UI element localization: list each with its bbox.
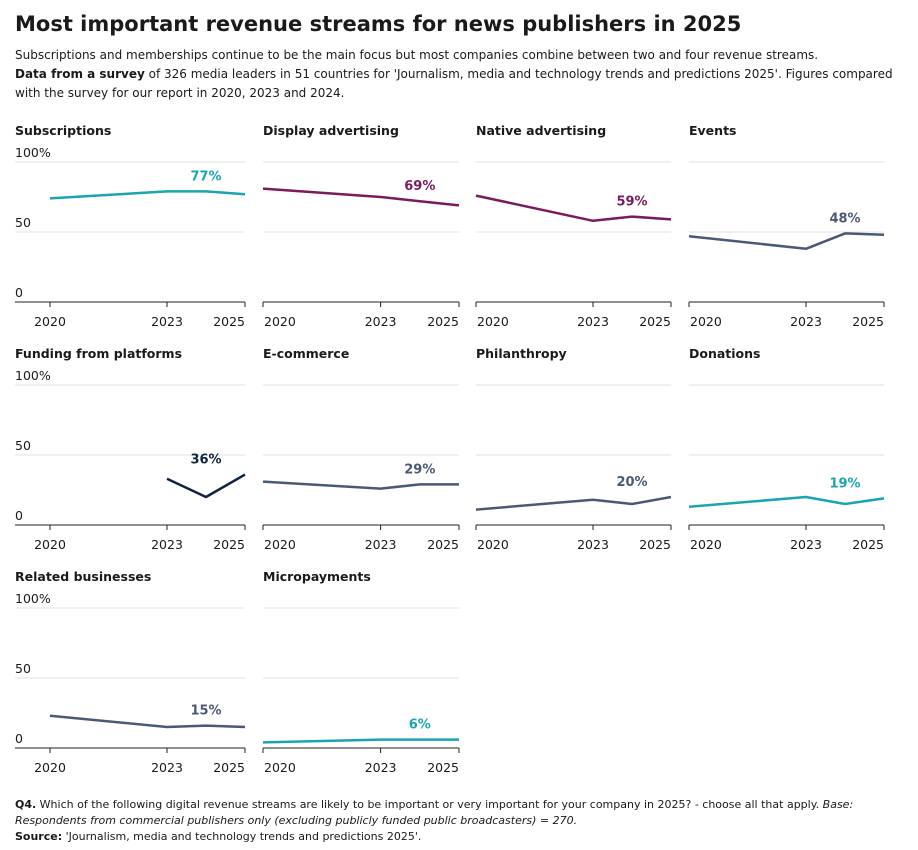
line [49, 190, 246, 200]
value-label: 59% [616, 195, 647, 210]
x-tick-label: 2025 [427, 314, 459, 329]
x-tick-label: 2023 [790, 314, 822, 329]
note: Data from a survey of 326 media leaders … [15, 65, 905, 103]
value-label: 6% [409, 718, 431, 733]
line [262, 480, 459, 490]
y-tick-label: 50 [15, 438, 31, 453]
source-text: 'Journalism, media and technology trends… [62, 830, 422, 843]
panel-title: Funding from platforms [15, 346, 182, 361]
line [166, 473, 246, 499]
question-text: Which of the following digital revenue s… [36, 798, 823, 811]
panel-title: Micropayments [263, 569, 371, 584]
x-tick-label: 2020 [34, 760, 66, 775]
x-tick-label: 2020 [264, 314, 296, 329]
line [262, 738, 459, 744]
y-tick-label: 0 [15, 508, 23, 523]
question-label: Q4. [15, 798, 37, 811]
line [262, 187, 460, 207]
y-tick-label: 50 [15, 661, 31, 676]
panel-title: Events [689, 123, 736, 138]
y-tick-label: 100% [15, 591, 51, 606]
x-tick-label: 2025 [852, 537, 884, 552]
line [688, 232, 885, 251]
header: Most important revenue streams for news … [15, 12, 905, 103]
x-tick-label: 2025 [639, 537, 671, 552]
x-tick-label: 2025 [852, 314, 884, 329]
value-label: 15% [190, 704, 221, 719]
line [49, 714, 246, 729]
x-tick-label: 2023 [577, 537, 609, 552]
source-label: Source: [15, 830, 63, 843]
x-tick-label: 2025 [213, 760, 245, 775]
x-tick-label: 2020 [264, 760, 296, 775]
line [475, 194, 672, 223]
x-tick-label: 2020 [690, 537, 722, 552]
panel-title: Subscriptions [15, 123, 111, 138]
x-tick-label: 2025 [213, 314, 245, 329]
panel-title: Related businesses [15, 569, 151, 584]
x-tick-label: 2023 [365, 760, 397, 775]
y-tick-label: 0 [15, 731, 23, 746]
y-tick-label: 50 [15, 215, 31, 230]
x-tick-label: 2020 [690, 314, 722, 329]
value-label: 20% [616, 475, 647, 490]
x-tick-label: 2020 [264, 537, 296, 552]
y-tick-label: 0 [15, 285, 23, 300]
value-label: 69% [404, 179, 435, 194]
x-tick-label: 2023 [365, 314, 397, 329]
x-tick-label: 2025 [213, 537, 245, 552]
value-label: 77% [190, 169, 221, 184]
note-bold: Data from a survey [15, 67, 145, 81]
line [688, 495, 885, 509]
base: Base: Respondents from commercial publis… [15, 798, 854, 827]
y-tick-label: 100% [15, 145, 51, 160]
panel-title: Philanthropy [476, 346, 567, 361]
source: Source: 'Journalism, media and technolog… [15, 829, 905, 845]
line [475, 495, 672, 511]
value-label: 19% [829, 476, 860, 491]
x-tick-label: 2023 [151, 537, 183, 552]
x-tick-label: 2020 [34, 314, 66, 329]
x-tick-label: 2023 [365, 537, 397, 552]
panel-title: Native advertising [476, 123, 606, 138]
x-tick-label: 2023 [577, 314, 609, 329]
value-label: 48% [829, 211, 860, 226]
panel-title: E-commerce [263, 346, 349, 361]
x-tick-label: 2023 [151, 314, 183, 329]
panel-title: Display advertising [263, 123, 399, 138]
note-text: of 326 media leaders in 51 countries for… [15, 67, 893, 100]
y-tick-label: 100% [15, 368, 51, 383]
x-tick-label: 2020 [477, 537, 509, 552]
subtitle: Subscriptions and memberships continue t… [15, 48, 819, 62]
x-tick-label: 2025 [639, 314, 671, 329]
x-tick-label: 2020 [477, 314, 509, 329]
x-tick-label: 2025 [427, 537, 459, 552]
page-title: Most important revenue streams for news … [15, 12, 742, 36]
panel-title: Donations [689, 346, 760, 361]
x-tick-label: 2020 [34, 537, 66, 552]
x-tick-label: 2023 [151, 760, 183, 775]
footer: Q4. Which of the following digital reven… [15, 797, 905, 845]
x-tick-label: 2023 [790, 537, 822, 552]
question: Q4. Which of the following digital reven… [15, 797, 905, 829]
value-label: 36% [190, 453, 221, 468]
x-tick-label: 2025 [427, 760, 459, 775]
value-label: 29% [404, 462, 435, 477]
